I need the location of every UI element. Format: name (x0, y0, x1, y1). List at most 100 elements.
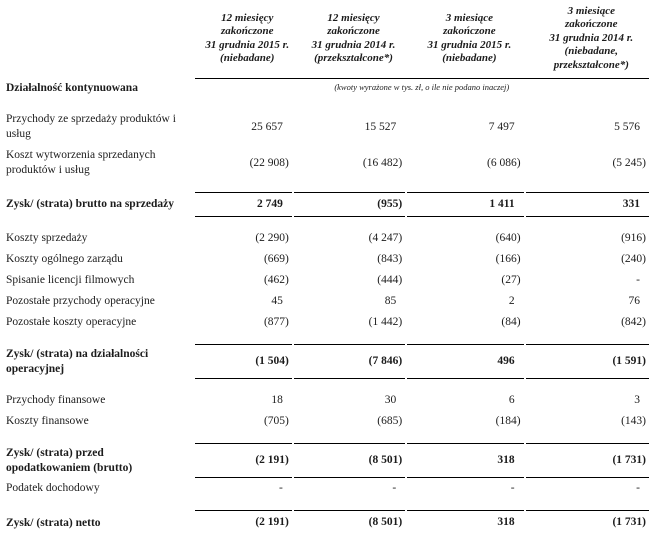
value-cell: (143) (621, 415, 646, 427)
table-row: Zysk/ (strata) netto (2 191) (8 501) 318 (1 … (6, 510, 649, 533)
value-cell: (240) (621, 253, 646, 265)
value-cell: 1 411 (407, 192, 524, 217)
value-cell: 2 749 (194, 192, 292, 217)
table-row: Pozostałe przychody operacyjne 45 85 2 76 (6, 291, 649, 312)
table-row: Koszt wytworzenia sprzedanych produktów … (6, 145, 649, 181)
table-row: Koszty finansowe (705) (685) (184) (143) (6, 411, 649, 432)
table-row: Koszty sprzedaży (2 290) (4 247) (640) (916) (6, 228, 649, 249)
value-cell: (1 731) (525, 443, 649, 478)
value-cell: (8 501) (293, 510, 406, 533)
value-cell: (27) (501, 274, 521, 286)
units-note: (kwoty wyrażone w tys. zł, o ile nie pod… (194, 78, 649, 98)
header-empty-cell (6, 2, 193, 78)
value-cell: 45 (271, 295, 283, 307)
value-cell: (705) (263, 415, 289, 427)
value-cell: (4 247) (368, 232, 403, 244)
value-cell: 496 (407, 344, 524, 379)
section-row: Działalność kontynuowana (kwoty wyrażone… (6, 78, 649, 98)
value-cell: (1 731) (525, 510, 649, 533)
row-spacer-cell (6, 98, 649, 109)
value-cell: 5 576 (614, 120, 640, 133)
row-label: Koszty ogólnego zarządu (6, 253, 123, 265)
value-cell: 318 (407, 443, 524, 478)
value-cell: 25 657 (251, 120, 283, 133)
column-header-12m-2014: 12 miesięcy zakończone 31 grudnia 2014 r… (311, 11, 396, 65)
value-cell: (5 245) (612, 156, 646, 169)
row-spacer (6, 181, 649, 192)
income-statement-table: 12 miesięcy zakończone 31 grudnia 2015 r… (4, 2, 651, 533)
row-label: Przychody finansowe (6, 394, 106, 406)
value-cell: 6 (508, 394, 515, 406)
value-cell: (2 191) (194, 510, 292, 533)
table-row: Koszty ogólnego zarządu (669) (843) (166) (2… (6, 249, 649, 270)
value-cell: (685) (377, 415, 403, 427)
value-cell: (84) (501, 316, 521, 328)
column-header-12m-2015: 12 miesięcy zakończone 31 grudnia 2015 r… (205, 11, 290, 65)
row-label: Przychody ze sprzedaży produktów i usług (6, 113, 176, 140)
value-cell: 331 (525, 192, 649, 217)
value-cell: (1 442) (368, 316, 403, 328)
row-label: Pozostałe koszty operacyjne (6, 316, 137, 328)
value-cell: 18 (271, 394, 283, 406)
value-cell: (184) (495, 415, 521, 427)
table-row: Zysk/ (strata) przed opodatkowaniem (bru… (6, 443, 649, 478)
row-spacer (6, 499, 649, 510)
table-row: Zysk/ (strata) na działalności operacyjn… (6, 344, 649, 379)
row-label: Zysk/ (strata) na działalności operacyjn… (6, 348, 149, 375)
value-cell: 2 (508, 295, 515, 307)
value-cell: (1 591) (525, 344, 649, 379)
value-cell: (7 846) (293, 344, 406, 379)
value-cell: 15 527 (364, 120, 397, 133)
row-label: Koszty finansowe (6, 415, 89, 427)
header-row: 12 miesięcy zakończone 31 grudnia 2015 r… (6, 2, 649, 78)
value-cell: (166) (495, 253, 521, 265)
value-cell: 318 (407, 510, 524, 533)
value-cell: (444) (377, 274, 403, 286)
column-header-3m-2015: 3 miesiące zakończone 31 grudnia 2015 r.… (427, 11, 512, 65)
value-cell: 76 (628, 295, 641, 307)
value-cell: 3 (634, 394, 640, 406)
row-spacer-cell (6, 333, 649, 344)
column-header-3m-2014: 3 miesiące zakończone 31 grudnia 2014 r.… (549, 4, 634, 71)
value-cell: (842) (621, 316, 646, 328)
value-cell: (669) (263, 253, 289, 265)
value-cell: 7 497 (488, 120, 515, 133)
value-cell: 30 (384, 394, 397, 406)
value-cell: (462) (263, 274, 289, 286)
row-label: Spisanie licencji filmowych (6, 274, 135, 286)
value-cell: (6 086) (487, 156, 521, 169)
value-cell: (16 482) (362, 156, 403, 169)
value-cell: - (279, 482, 283, 494)
row-spacer (6, 333, 649, 344)
row-spacer-cell (6, 217, 649, 228)
row-spacer (6, 98, 649, 109)
table-row: Przychody ze sprzedaży produktów i usług… (6, 109, 649, 145)
value-cell: (1 504) (194, 344, 292, 379)
value-cell: - (510, 482, 515, 494)
value-cell: (843) (377, 253, 403, 265)
row-label: Koszt wytworzenia sprzedanych produktów … (6, 149, 156, 176)
table-row: Spisanie licencji filmowych (462) (444) (27… (6, 270, 649, 291)
row-label: Pozostałe przychody operacyjne (6, 295, 155, 307)
row-spacer-cell (6, 499, 649, 510)
table-row: Przychody finansowe 18 30 6 3 (6, 390, 649, 411)
row-spacer-cell (6, 432, 649, 443)
row-spacer-cell (6, 379, 649, 390)
row-spacer-cell (6, 181, 649, 192)
table-row: Podatek dochodowy - - - - (6, 478, 649, 499)
value-cell: (8 501) (293, 443, 406, 478)
value-cell: (955) (293, 192, 406, 217)
row-spacer (6, 217, 649, 228)
value-cell: (877) (263, 316, 289, 328)
value-cell: - (636, 482, 640, 494)
row-label: Koszty sprzedaży (6, 232, 88, 244)
value-cell: (2 290) (255, 232, 289, 244)
row-label: Podatek dochodowy (6, 482, 100, 494)
table-row: Pozostałe koszty operacyjne (877) (1 442) (… (6, 312, 649, 333)
row-label: Zysk/ (strata) netto (6, 517, 101, 530)
row-spacer (6, 379, 649, 390)
value-cell: (640) (495, 232, 521, 244)
value-cell: 85 (384, 295, 397, 307)
section-title: Działalność kontynuowana (6, 82, 138, 94)
